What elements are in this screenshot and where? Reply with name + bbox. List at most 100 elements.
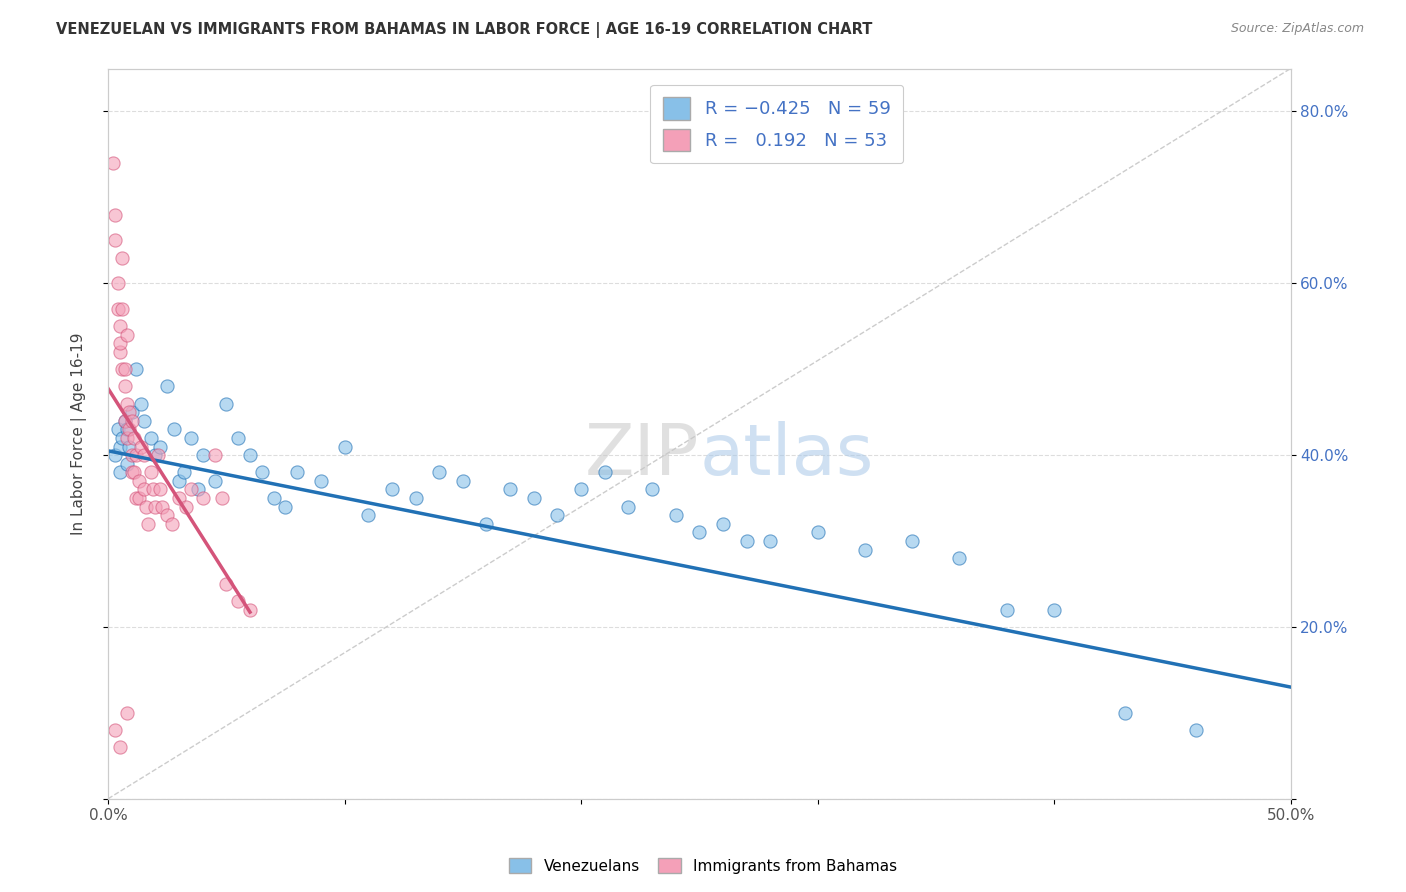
Point (104, 208, 127, 222)
Point (451, 474, 474, 488)
Point (499, 483, 522, 497)
Point (546, 508, 568, 523)
Point (114, 414, 136, 428)
Point (156, 379, 179, 393)
Legend: R = −0.425   N = 59, R =   0.192   N = 53: R = −0.425 N = 59, R = 0.192 N = 53 (651, 85, 903, 163)
Point (111, 301, 134, 316)
Point (759, 534, 782, 549)
Point (132, 448, 155, 462)
Point (118, 405, 141, 419)
Point (121, 448, 143, 462)
Point (108, 740, 131, 755)
Point (180, 483, 202, 497)
Point (115, 431, 138, 445)
Point (132, 414, 155, 428)
Point (215, 396, 238, 410)
Point (333, 440, 356, 454)
Point (136, 516, 159, 531)
Point (108, 345, 131, 359)
Text: ZIP: ZIP (585, 421, 699, 490)
Point (593, 465, 616, 479)
Point (173, 465, 195, 479)
Point (104, 233, 127, 247)
Point (1185, 723, 1208, 737)
Point (111, 251, 134, 265)
Point (122, 431, 145, 445)
Point (250, 465, 273, 479)
Point (475, 516, 498, 531)
Point (152, 500, 174, 514)
Point (145, 500, 167, 514)
Point (149, 440, 172, 454)
Point (111, 362, 134, 376)
Point (901, 534, 924, 549)
Point (285, 465, 308, 479)
Point (995, 603, 1018, 617)
Point (215, 577, 238, 591)
Point (128, 474, 150, 488)
Point (160, 516, 183, 531)
Point (180, 431, 202, 445)
Point (101, 156, 124, 170)
Point (806, 525, 828, 540)
Point (104, 448, 127, 462)
Point (108, 319, 131, 334)
Point (149, 483, 172, 497)
Point (114, 414, 136, 428)
Point (104, 723, 127, 737)
Point (617, 500, 640, 514)
Point (688, 525, 710, 540)
Point (156, 508, 179, 523)
Point (139, 431, 162, 445)
Point (1043, 603, 1066, 617)
Point (226, 431, 249, 445)
Point (132, 483, 155, 497)
Point (115, 327, 138, 342)
Point (191, 448, 214, 462)
Point (121, 405, 143, 419)
Point (125, 362, 148, 376)
Point (145, 448, 167, 462)
Point (118, 440, 141, 454)
Point (125, 448, 148, 462)
Point (239, 448, 262, 462)
Point (108, 465, 131, 479)
Point (107, 277, 129, 291)
Point (108, 336, 131, 351)
Point (1114, 706, 1136, 720)
Point (121, 465, 143, 479)
Point (309, 474, 332, 488)
Point (948, 551, 970, 566)
Point (146, 448, 169, 462)
Point (115, 457, 138, 471)
Point (204, 448, 226, 462)
Point (641, 483, 664, 497)
Point (142, 483, 165, 497)
Point (114, 379, 136, 393)
Point (163, 422, 186, 436)
Point (108, 440, 131, 454)
Point (111, 431, 134, 445)
Point (735, 534, 758, 549)
Text: Source: ZipAtlas.com: Source: ZipAtlas.com (1230, 22, 1364, 36)
Point (357, 508, 380, 523)
Y-axis label: In Labor Force | Age 16-19: In Labor Force | Age 16-19 (72, 333, 87, 535)
Point (115, 422, 138, 436)
Point (129, 440, 152, 454)
Point (239, 603, 262, 617)
Point (174, 500, 197, 514)
Point (129, 396, 152, 410)
Point (115, 706, 138, 720)
Legend: Venezuelans, Immigrants from Bahamas: Venezuelans, Immigrants from Bahamas (502, 852, 904, 880)
Point (135, 500, 157, 514)
Text: atlas: atlas (699, 421, 873, 490)
Text: VENEZUELAN VS IMMIGRANTS FROM BAHAMAS IN LABOR FORCE | AGE 16-19 CORRELATION CHA: VENEZUELAN VS IMMIGRANTS FROM BAHAMAS IN… (56, 22, 873, 38)
Point (191, 491, 214, 505)
Point (665, 508, 688, 523)
Point (125, 491, 148, 505)
Point (405, 491, 427, 505)
Point (211, 491, 233, 505)
Point (167, 474, 190, 488)
Point (114, 362, 136, 376)
Point (122, 465, 145, 479)
